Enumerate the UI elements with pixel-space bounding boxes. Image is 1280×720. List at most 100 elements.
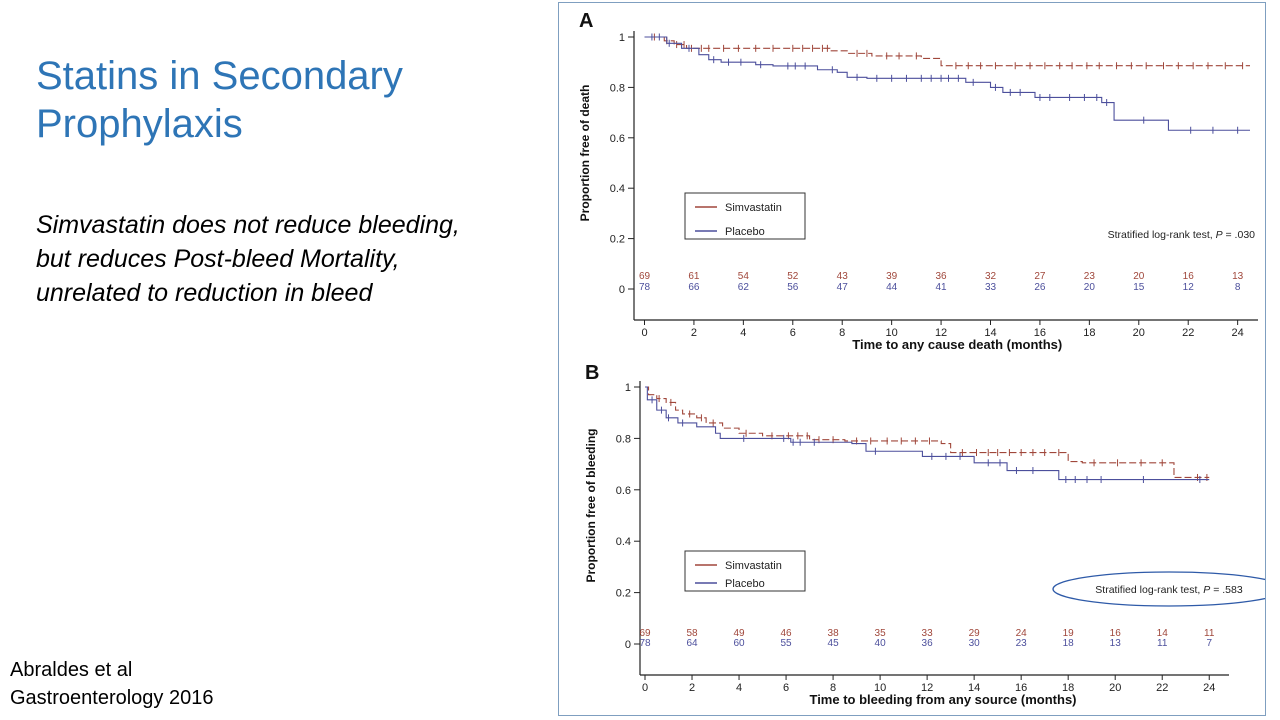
x-tick-label: 22 (1156, 682, 1168, 694)
risk-count-placebo: 60 (733, 638, 745, 649)
risk-count-placebo: 23 (1016, 638, 1028, 649)
y-tick-label: 0.6 (616, 485, 631, 497)
y-tick-label: 0.4 (610, 183, 625, 195)
x-tick-label: 0 (641, 327, 647, 339)
slide-body-text: Simvastatin does not reduce bleeding, bu… (36, 211, 460, 307)
series-line-simvastatin (645, 386, 1210, 479)
panel-label: A (579, 10, 593, 32)
risk-count-simvastatin: 35 (875, 628, 887, 639)
y-axis-label: Proportion free of death (578, 85, 592, 222)
x-tick-label: 14 (984, 327, 996, 339)
logrank-p-symbol: P (1216, 229, 1223, 241)
risk-count-simvastatin: 61 (688, 271, 700, 282)
risk-count-simvastatin: 39 (886, 271, 898, 282)
x-tick-label: 8 (839, 327, 845, 339)
y-tick-label: 0 (625, 639, 631, 651)
x-tick-label: 6 (783, 682, 789, 694)
x-tick-label: 6 (790, 327, 796, 339)
x-tick-label: 0 (642, 682, 648, 694)
y-tick-label: 0.4 (616, 536, 631, 548)
risk-count-placebo: 78 (639, 638, 651, 649)
risk-count-simvastatin: 14 (1157, 628, 1169, 639)
logrank-prefix: Stratified log-rank test, (1108, 229, 1216, 241)
risk-count-simvastatin: 16 (1183, 271, 1195, 282)
x-tick-label: 24 (1232, 327, 1244, 339)
legend-label-placebo: Placebo (725, 578, 765, 590)
km-panel-b: B00.20.40.60.810 2 4 6 8 10 12 14 16 18 20 22 24Time… (584, 362, 1265, 707)
x-axis-label: Time to bleeding from any source (months… (809, 692, 1076, 707)
risk-count-placebo: 15 (1133, 282, 1145, 293)
risk-count-placebo: 11 (1157, 638, 1168, 649)
legend: Simvastatin Placebo (684, 550, 806, 592)
risk-count-placebo: 8 (1235, 282, 1241, 293)
risk-count-placebo: 41 (936, 282, 948, 293)
logrank-annotation: Stratified log-rank test, P = .030 (1108, 229, 1256, 241)
y-tick-label: 0.6 (610, 133, 625, 145)
series-line-placebo (645, 386, 1210, 481)
y-tick-label: 0.2 (616, 588, 631, 600)
risk-count-placebo: 62 (738, 282, 750, 293)
logrank-p-value: = .583 (1210, 584, 1243, 596)
risk-count-simvastatin: 69 (639, 628, 651, 639)
risk-count-simvastatin: 29 (969, 628, 981, 639)
x-tick-label: 4 (736, 682, 742, 694)
y-tick-label: 1 (625, 382, 631, 394)
x-tick-label: 20 (1133, 327, 1145, 339)
risk-count-placebo: 66 (688, 282, 700, 293)
x-tick-label: 16 (1015, 682, 1027, 694)
risk-count-simvastatin: 43 (837, 271, 849, 282)
risk-count-placebo: 40 (875, 638, 887, 649)
logrank-p-symbol: P (1203, 584, 1210, 596)
citation-journal: Gastroenterology 2016 (10, 687, 214, 709)
risk-count-simvastatin: 58 (686, 628, 698, 639)
risk-count-placebo: 26 (1034, 282, 1046, 293)
risk-count-placebo: 56 (787, 282, 799, 293)
x-tick-label: 12 (935, 327, 947, 339)
legend-box (684, 550, 806, 592)
x-tick-label: 4 (740, 327, 746, 339)
panel-label: B (585, 362, 599, 384)
risk-count-placebo: 13 (1110, 638, 1122, 649)
legend: Simvastatin Placebo (684, 192, 806, 240)
x-tick-label: 20 (1109, 682, 1121, 694)
y-tick-label: 0.8 (616, 433, 631, 445)
risk-count-simvastatin: 38 (828, 628, 840, 639)
risk-count-simvastatin: 69 (639, 271, 651, 282)
risk-count-simvastatin: 20 (1133, 271, 1145, 282)
x-tick-label: 10 (886, 327, 898, 339)
risk-count-placebo: 64 (686, 638, 698, 649)
citation-authors: Abraldes et al (10, 659, 133, 681)
risk-count-simvastatin: 16 (1110, 628, 1122, 639)
risk-count-simvastatin: 11 (1204, 628, 1215, 639)
x-tick-label: 8 (830, 682, 836, 694)
highlight-ellipse (1052, 571, 1265, 607)
logrank-annotation: Stratified log-rank test, P = .583 (1095, 584, 1243, 596)
risk-count-placebo: 36 (922, 638, 934, 649)
citation: Abraldes et al Gastroenterology 2016 (10, 656, 310, 712)
logrank-prefix: Stratified log-rank test, (1095, 584, 1203, 596)
risk-count-simvastatin: 54 (738, 271, 750, 282)
logrank-p-value: = .030 (1223, 229, 1256, 241)
risk-count-simvastatin: 33 (922, 628, 934, 639)
km-panel-a: A00.20.40.60.810 2 4 6 8 10 12 14 16 18 20 22 24Time… (578, 10, 1258, 352)
y-axis-label: Proportion free of bleeding (584, 428, 598, 582)
x-tick-label: 14 (968, 682, 980, 694)
y-tick-label: 0 (619, 284, 625, 296)
risk-count-placebo: 18 (1063, 638, 1075, 649)
x-tick-label: 24 (1203, 682, 1215, 694)
legend-label-simvastatin: Simvastatin (725, 560, 782, 572)
x-tick-label: 18 (1062, 682, 1074, 694)
risk-count-simvastatin: 32 (985, 271, 997, 282)
risk-count-placebo: 7 (1206, 638, 1212, 649)
risk-count-placebo: 47 (837, 282, 849, 293)
x-tick-label: 12 (921, 682, 933, 694)
slide-title: Statins in Secondary Prophylaxis (36, 54, 403, 146)
x-tick-label: 10 (874, 682, 886, 694)
km-figure: A00.20.40.60.810 2 4 6 8 10 12 14 16 18 20 22 24Time… (578, 10, 1265, 707)
x-tick-label: 2 (689, 682, 695, 694)
risk-count-placebo: 55 (780, 638, 792, 649)
series-line-placebo (644, 36, 1250, 131)
legend-label-simvastatin: Simvastatin (725, 202, 782, 214)
x-tick-label: 16 (1034, 327, 1046, 339)
risk-count-simvastatin: 49 (733, 628, 745, 639)
